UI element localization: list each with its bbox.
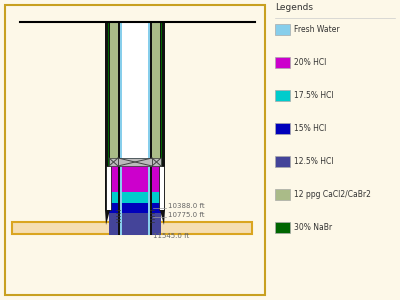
Bar [105, 22, 165, 210]
Bar [109, 192, 118, 203]
Bar [122, 22, 148, 158]
Polygon shape [160, 210, 165, 225]
Bar [152, 213, 161, 235]
Bar [122, 166, 148, 192]
Bar [122, 202, 148, 213]
Text: 12.5% HCl: 12.5% HCl [294, 157, 334, 166]
Bar [152, 158, 161, 166]
Bar [106, 166, 111, 210]
Bar [152, 192, 161, 203]
Bar [122, 192, 148, 203]
Polygon shape [105, 210, 110, 225]
Bar [109, 213, 118, 235]
Text: Fresh Water: Fresh Water [294, 25, 340, 34]
Bar [118, 158, 152, 166]
Bar [160, 22, 161, 210]
Text: 11545.0 ft: 11545.0 ft [153, 233, 189, 239]
Text: 12 ppg CaCl2/CaBr2: 12 ppg CaCl2/CaBr2 [294, 190, 371, 199]
Bar [109, 166, 118, 192]
Bar [275, 24, 290, 35]
Bar [109, 22, 110, 210]
Bar [275, 123, 290, 134]
Bar [275, 156, 290, 167]
Bar [275, 57, 290, 68]
Bar [162, 22, 165, 210]
Bar [275, 189, 290, 200]
Bar [118, 22, 152, 235]
Bar [152, 202, 161, 213]
Bar [118, 22, 120, 235]
Bar [275, 90, 290, 101]
Text: 17.5% HCl: 17.5% HCl [294, 91, 334, 100]
Bar [105, 22, 108, 210]
Bar [109, 202, 118, 213]
Bar [109, 158, 118, 166]
Text: 30% NaBr: 30% NaBr [294, 223, 332, 232]
Text: Legends: Legends [275, 3, 313, 12]
Bar [152, 166, 161, 192]
Bar [122, 213, 148, 235]
Text: 15% HCl: 15% HCl [294, 124, 326, 133]
Bar [12, 222, 252, 234]
Bar [150, 22, 152, 235]
Text: 20% HCl: 20% HCl [294, 58, 326, 67]
Bar [5, 5, 265, 295]
Bar [275, 222, 290, 233]
Text: 10388.0 ft: 10388.0 ft [168, 203, 205, 209]
Text: 10775.0 ft: 10775.0 ft [168, 212, 204, 218]
Bar [109, 22, 161, 235]
Bar [159, 166, 164, 210]
